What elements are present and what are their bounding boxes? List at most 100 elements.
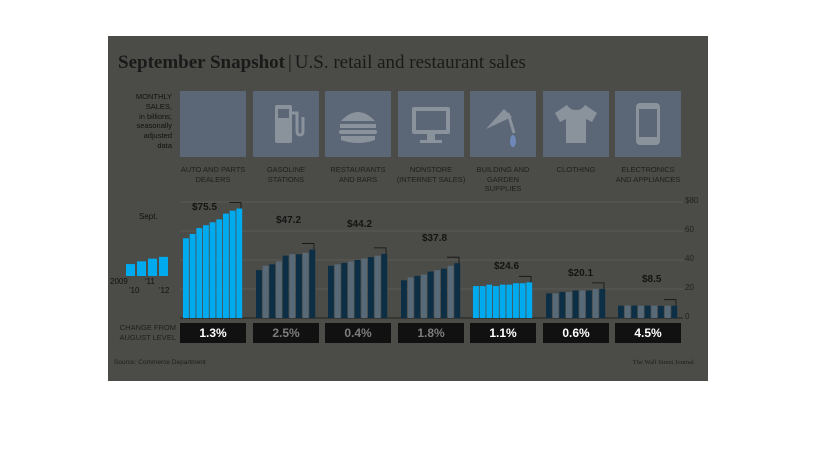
value-label: $47.2 <box>276 215 302 226</box>
bar <box>631 305 638 318</box>
bar <box>454 263 461 318</box>
bar <box>618 305 624 318</box>
credit-note: The Wall Street Journal <box>632 359 694 366</box>
y-tick-label: 60 <box>685 225 694 234</box>
bar <box>441 268 447 318</box>
x-tick-label: '11 <box>145 277 155 286</box>
category-label: NONSTORE (INTERNET SALES) <box>396 165 466 184</box>
bar <box>506 284 513 318</box>
legend-bar <box>148 258 157 276</box>
category-label: BUILDING AND GARDEN SUPPLIES <box>476 165 530 193</box>
category-label: AUTO AND PARTS DEALERS <box>180 165 246 184</box>
axis-note-line: seasonally <box>136 121 172 131</box>
bar <box>223 213 229 318</box>
bar <box>401 280 407 318</box>
bar <box>499 284 506 318</box>
bar <box>361 258 368 318</box>
chart-graphic: September Snapshot | U.S. retail and resta… <box>108 36 708 381</box>
leader-line <box>229 202 242 209</box>
value-label: $75.5 <box>192 202 218 213</box>
bar <box>638 305 644 318</box>
bar-plot <box>126 201 683 319</box>
bar <box>592 289 599 318</box>
change-value: 0.6% <box>543 323 609 343</box>
bar <box>368 257 374 318</box>
leader-line <box>519 275 532 283</box>
tshirt-icon <box>543 91 609 157</box>
y-tick-label: $80 <box>685 196 699 205</box>
axis-note-line: in billions; <box>139 111 172 121</box>
source-note: Source: Commerce Department <box>114 359 206 366</box>
bar <box>407 277 414 318</box>
bar <box>493 286 499 318</box>
x-tick-label: '10 <box>129 286 140 295</box>
title-rest: U.S. retail and restaurant sales <box>294 52 526 73</box>
bar <box>262 265 269 318</box>
bar <box>216 219 223 318</box>
bar <box>624 305 631 318</box>
bar <box>421 274 427 318</box>
value-label: $20.1 <box>568 268 594 279</box>
category-label: CLOTHING <box>556 165 596 174</box>
title-separator: | <box>287 52 292 73</box>
bar <box>302 252 309 318</box>
bar <box>309 249 316 318</box>
x-tick-label: '12 <box>159 286 170 295</box>
bar <box>586 290 592 318</box>
bar <box>269 264 276 318</box>
legend-bar <box>159 256 168 276</box>
gas-pump-icon <box>253 91 319 157</box>
leader-line <box>664 299 677 306</box>
bar <box>552 293 559 318</box>
axis-note: MONTHLY SALES, in billions; seasonally a… <box>124 92 172 151</box>
legend-bar <box>126 264 135 276</box>
value-label: $24.6 <box>494 261 520 272</box>
category-label: ELECTRONICS AND APPLIANCES <box>615 165 681 184</box>
bar <box>486 284 493 318</box>
smartphone-icon <box>615 91 681 157</box>
change-label: CHANGE FROM AUGUST LEVEL <box>114 323 176 342</box>
bar <box>559 291 566 318</box>
bar <box>599 288 606 318</box>
leader-line <box>374 247 387 254</box>
bar <box>289 254 296 318</box>
bar <box>447 265 454 318</box>
bar <box>479 286 486 318</box>
bar <box>209 222 216 318</box>
change-value: 0.4% <box>325 323 391 343</box>
bar <box>566 291 572 318</box>
category-label: GASOLINE STATIONS <box>266 165 306 184</box>
y-tick-label: 20 <box>685 283 694 292</box>
bar <box>296 254 302 318</box>
leader-line <box>302 243 315 250</box>
bar <box>341 262 348 318</box>
x-tick-label: 2009 <box>110 277 128 286</box>
bar <box>513 283 519 318</box>
bar <box>354 260 361 318</box>
bar <box>644 305 651 318</box>
change-label-line: AUGUST LEVEL <box>119 332 176 342</box>
y-tick-label: 40 <box>685 254 694 263</box>
category-label: RESTAURANTS AND BARS <box>330 165 386 184</box>
axis-note-line: MONTHLY <box>135 92 172 101</box>
bar <box>519 283 526 318</box>
bar <box>546 293 552 318</box>
bar <box>658 305 664 318</box>
bar <box>414 275 421 318</box>
change-value: 2.5% <box>253 323 319 343</box>
bar <box>203 225 209 318</box>
bar <box>196 228 203 318</box>
change-value: 4.5% <box>615 323 681 343</box>
value-label: $44.2 <box>347 219 373 230</box>
car-icon <box>180 91 246 157</box>
bar <box>189 233 196 318</box>
bar <box>671 305 678 318</box>
bar <box>664 305 671 318</box>
bar <box>381 253 388 318</box>
axis-note-line: adjusted <box>143 131 172 141</box>
bar <box>434 270 441 318</box>
bar <box>374 255 381 318</box>
bar <box>334 264 341 318</box>
bar <box>276 261 282 318</box>
bar <box>651 305 658 318</box>
